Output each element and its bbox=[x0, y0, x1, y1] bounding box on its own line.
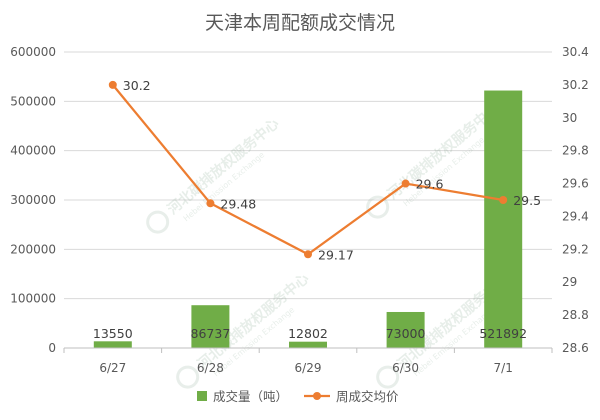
line-data-label: 29.48 bbox=[220, 196, 256, 211]
y-right-tick-label: 30 bbox=[562, 111, 577, 125]
legend-marker-line bbox=[313, 392, 321, 400]
line-point bbox=[304, 250, 312, 259]
y-left-tick-label: 600000 bbox=[10, 45, 56, 59]
x-tick-label: 6/27 bbox=[99, 361, 126, 375]
y-right-tick-label: 28.8 bbox=[562, 308, 589, 322]
bar bbox=[484, 90, 523, 349]
y-left-tick-label: 100000 bbox=[10, 292, 56, 306]
line-data-label: 29.6 bbox=[416, 177, 444, 192]
y-left-tick-label: 400000 bbox=[10, 144, 56, 158]
x-tick-label: 6/30 bbox=[392, 361, 419, 375]
y-right-tick-label: 29.8 bbox=[562, 144, 589, 158]
line-data-label: 30.2 bbox=[123, 78, 151, 93]
y-left-tick-label: 300000 bbox=[10, 193, 56, 207]
x-tick-label: 6/29 bbox=[295, 361, 322, 375]
y-right-tick-label: 30.2 bbox=[562, 78, 589, 92]
bar-data-label: 521892 bbox=[479, 326, 527, 341]
legend-label-bar: 成交量（吨） bbox=[213, 389, 288, 404]
legend-swatch-bar bbox=[197, 391, 207, 401]
y-left-tick-label: 500000 bbox=[10, 94, 56, 108]
y-left-tick-label: 200000 bbox=[10, 242, 56, 256]
y-right-tick-label: 30.4 bbox=[562, 45, 589, 59]
y-right-tick-label: 29.2 bbox=[562, 242, 589, 256]
watermark-logo bbox=[366, 195, 390, 219]
line-data-label: 29.17 bbox=[318, 247, 354, 262]
y-right-tick-label: 29.6 bbox=[562, 177, 589, 191]
bar-data-label: 86737 bbox=[191, 326, 231, 341]
line-point bbox=[108, 80, 117, 89]
legend: 成交量（吨） 周成交均价 bbox=[197, 389, 399, 404]
line-data-label: 29.5 bbox=[513, 193, 541, 208]
x-tick-label: 7/1 bbox=[494, 361, 513, 375]
line-series: 30.2 29.48 29.17 29.6 29.5 bbox=[108, 78, 541, 262]
line-point bbox=[206, 199, 215, 208]
bar bbox=[289, 341, 327, 348]
bar-data-label: 13550 bbox=[93, 326, 133, 341]
y-right-tick-label: 29 bbox=[562, 275, 577, 289]
bar bbox=[191, 305, 230, 348]
bar-data-label: 73000 bbox=[386, 326, 426, 341]
watermark-logo bbox=[376, 365, 400, 389]
y-right-tick-label: 29.4 bbox=[562, 209, 589, 223]
y-left-tick-label: 0 bbox=[48, 341, 56, 355]
y-right-tick-label: 28.6 bbox=[562, 341, 589, 355]
bar bbox=[93, 341, 132, 348]
bar-data-label: 12802 bbox=[288, 326, 328, 341]
legend-label-line: 周成交均价 bbox=[336, 389, 399, 404]
x-tick-label: 6/28 bbox=[197, 361, 224, 375]
bar-series: 13550 86737 12802 73000 521892 bbox=[93, 90, 527, 349]
line-point bbox=[401, 179, 410, 188]
bar bbox=[386, 311, 425, 348]
watermark-logo bbox=[146, 210, 170, 234]
gridlines bbox=[64, 51, 552, 349]
line-point bbox=[499, 196, 508, 204]
watermark-logo bbox=[176, 365, 200, 389]
chart-title: 天津本周配额成交情况 bbox=[205, 12, 395, 34]
axes: 0 100000 200000 300000 400000 500000 600000 28.… bbox=[10, 45, 589, 375]
